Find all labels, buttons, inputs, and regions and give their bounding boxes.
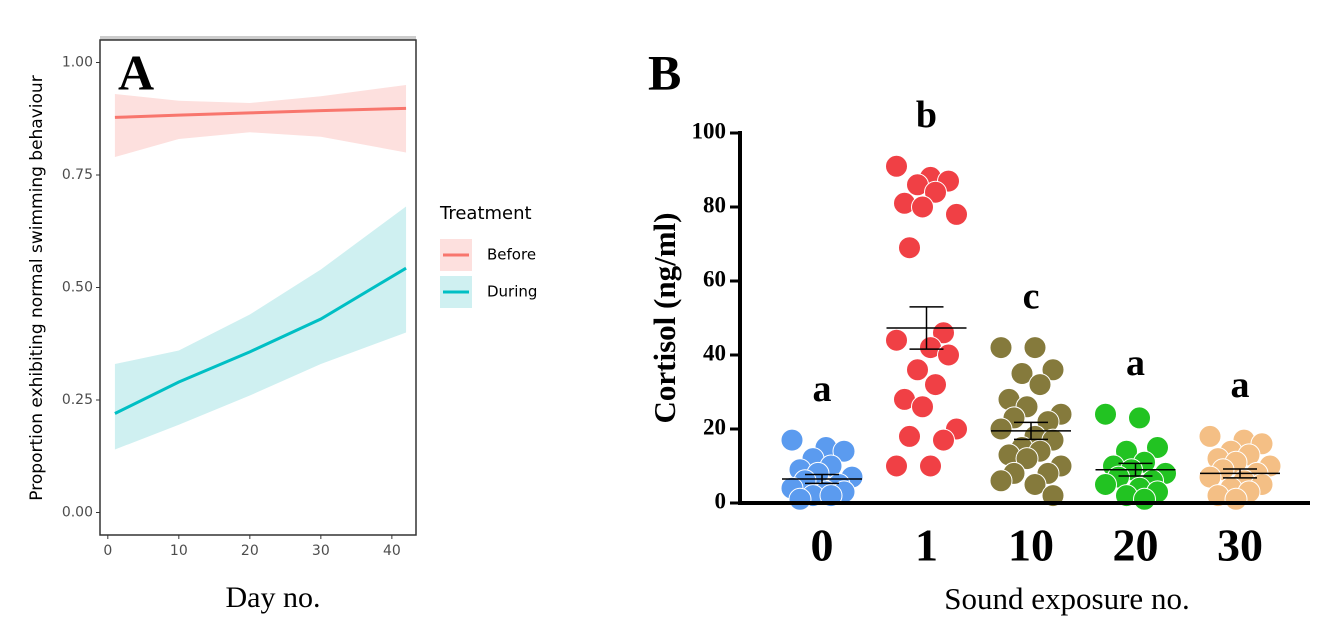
x-tick-label: 20 bbox=[1113, 520, 1159, 571]
x-tick-label: 1 bbox=[915, 520, 938, 571]
y-tick-label: 1.00 bbox=[62, 55, 93, 71]
y-tick-label: 0.25 bbox=[62, 392, 93, 408]
y-tick-label: 20 bbox=[703, 414, 726, 439]
data-point bbox=[932, 428, 955, 452]
data-point bbox=[1198, 424, 1222, 448]
panel-label: B bbox=[648, 44, 681, 100]
data-point bbox=[989, 417, 1013, 441]
data-point bbox=[788, 487, 812, 511]
data-point bbox=[1094, 473, 1117, 496]
significance-letter: a bbox=[1231, 364, 1250, 406]
data-point bbox=[898, 424, 921, 448]
y-tick-label: 80 bbox=[703, 192, 726, 217]
data-point bbox=[924, 180, 947, 204]
data-point bbox=[832, 439, 856, 463]
error-bar bbox=[1223, 468, 1257, 479]
data-point bbox=[906, 358, 929, 382]
data-point bbox=[945, 202, 968, 226]
y-axis-label: Cortisol (ng/ml) bbox=[647, 213, 682, 424]
x-tick-label: 10 bbox=[170, 543, 188, 559]
data-point bbox=[989, 469, 1013, 493]
x-tick-label: 30 bbox=[312, 543, 330, 559]
data-point bbox=[1133, 487, 1156, 511]
plot-top-strip bbox=[100, 36, 416, 40]
x-tick-label: 10 bbox=[1008, 520, 1054, 571]
x-tick-label: 30 bbox=[1217, 520, 1263, 571]
y-tick-label: 0.50 bbox=[62, 280, 93, 296]
trend-line bbox=[114, 266, 407, 415]
data-point bbox=[919, 454, 942, 478]
y-tick-label: 60 bbox=[703, 266, 726, 291]
x-axis-label: Day no. bbox=[226, 581, 321, 614]
data-point bbox=[1023, 336, 1047, 360]
data-point bbox=[1041, 358, 1065, 382]
error-bar bbox=[1118, 462, 1153, 477]
significance-letter: a bbox=[1126, 342, 1145, 384]
data-point bbox=[1128, 406, 1151, 430]
trend-line bbox=[114, 106, 407, 119]
x-tick-label: 40 bbox=[383, 543, 401, 559]
data-point bbox=[780, 428, 804, 452]
data-point bbox=[1028, 373, 1052, 397]
y-axis-label: Proportion exhibiting normal swimming be… bbox=[27, 75, 47, 500]
y-tick-label: 100 bbox=[692, 118, 727, 143]
legend-label: During bbox=[487, 283, 537, 301]
x-tick-label: 20 bbox=[241, 543, 259, 559]
data-point bbox=[1023, 473, 1047, 496]
data-point bbox=[1224, 487, 1248, 511]
x-tick-label: 0 bbox=[103, 543, 112, 559]
x-tick-label: 0 bbox=[811, 520, 834, 571]
legend-title: Treatment bbox=[439, 203, 532, 224]
data-point bbox=[989, 336, 1013, 360]
data-point bbox=[885, 454, 908, 478]
data-point bbox=[1010, 362, 1034, 385]
data-point bbox=[924, 373, 947, 397]
data-point bbox=[937, 343, 960, 367]
confidence-band bbox=[114, 85, 407, 157]
y-tick-label: 40 bbox=[703, 340, 726, 365]
significance-letter: b bbox=[916, 94, 937, 136]
error-bar bbox=[805, 473, 839, 485]
data-point bbox=[1015, 447, 1039, 471]
data-point bbox=[885, 154, 908, 178]
data-point bbox=[911, 395, 934, 419]
y-tick-label: 0 bbox=[715, 488, 727, 513]
y-tick-label: 0.75 bbox=[62, 167, 93, 183]
data-point bbox=[1094, 402, 1117, 426]
significance-letter: a bbox=[813, 368, 832, 410]
error-bar bbox=[1014, 421, 1048, 441]
data-point bbox=[1146, 436, 1169, 459]
significance-letter: c bbox=[1023, 275, 1040, 317]
data-point bbox=[885, 328, 908, 352]
x-axis-label: Sound exposure no. bbox=[944, 581, 1189, 616]
confidence-band bbox=[114, 206, 407, 450]
y-tick-label: 0.00 bbox=[62, 505, 93, 521]
panel-label: A bbox=[118, 44, 154, 100]
error-bar bbox=[909, 306, 944, 350]
data-point bbox=[898, 236, 921, 260]
legend-label: Before bbox=[487, 246, 536, 264]
data-point bbox=[911, 195, 934, 219]
